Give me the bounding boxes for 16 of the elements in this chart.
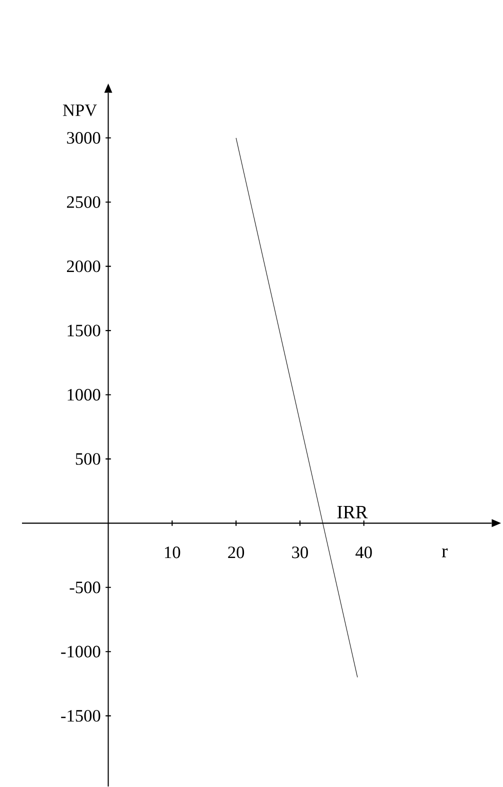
y-tick-label: -1500 — [61, 710, 100, 722]
x-tick-label: 20 — [228, 546, 244, 558]
y-tick-label: 2500 — [67, 196, 100, 208]
y-tick-label: -500 — [70, 582, 100, 594]
annotation: IRR — [338, 506, 368, 518]
y-tick-label: 500 — [76, 453, 100, 465]
y-tick-label: 3000 — [67, 132, 100, 144]
y-tick-label: 1500 — [68, 324, 100, 336]
x-axis-title: r — [442, 548, 448, 558]
y-tick-label: -1000 — [61, 646, 100, 658]
y-tick-label: 2000 — [67, 260, 100, 272]
x-tick-label: 30 — [292, 546, 308, 558]
y-axis-title: NPV — [63, 104, 98, 116]
x-tick-label: 40 — [356, 546, 372, 558]
x-tick-label: 10 — [165, 546, 180, 558]
y-tick-label: 1000 — [68, 388, 100, 401]
